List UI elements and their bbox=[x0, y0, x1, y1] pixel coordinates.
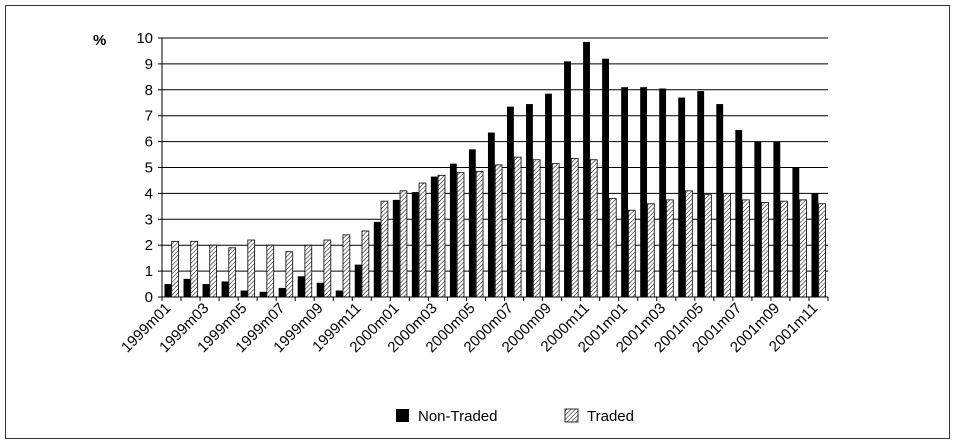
bar-traded bbox=[704, 194, 712, 298]
y-tick-label: 2 bbox=[145, 237, 153, 254]
bar-non-traded bbox=[164, 284, 172, 297]
bar-traded bbox=[247, 239, 256, 298]
bar-traded bbox=[742, 199, 750, 298]
y-tick-label: 6 bbox=[145, 134, 153, 151]
bar-traded bbox=[285, 251, 294, 298]
bar-non-traded bbox=[487, 132, 495, 297]
bar-non-traded bbox=[659, 88, 667, 297]
bar-traded bbox=[723, 192, 731, 298]
y-tick-label: 0 bbox=[145, 289, 153, 306]
bar-traded bbox=[380, 200, 389, 298]
bar-traded bbox=[361, 230, 370, 298]
bar-traded bbox=[190, 240, 198, 298]
bar-non-traded bbox=[373, 221, 381, 297]
bar-traded bbox=[608, 198, 617, 298]
bar-non-traded bbox=[640, 87, 648, 298]
bar-non-traded bbox=[735, 129, 743, 297]
bar-traded bbox=[513, 156, 522, 298]
bar-non-traded bbox=[221, 281, 229, 297]
y-tick-label: 8 bbox=[145, 82, 153, 99]
bar-traded bbox=[323, 239, 332, 298]
bar-traded bbox=[761, 202, 769, 298]
bar-non-traded bbox=[297, 276, 305, 297]
y-tick-label: 4 bbox=[145, 185, 153, 202]
bar-non-traded bbox=[754, 141, 762, 297]
bar-traded bbox=[818, 203, 826, 298]
bar-traded bbox=[570, 158, 579, 298]
bar-traded bbox=[799, 199, 807, 298]
y-unit-label: % bbox=[93, 32, 106, 49]
bar-traded bbox=[456, 172, 465, 298]
bar-traded bbox=[551, 163, 560, 298]
x-ticks: 1999m011999m031999m051999m071999m091999m… bbox=[118, 297, 829, 356]
bar-traded bbox=[209, 244, 218, 298]
bar-traded bbox=[589, 159, 598, 298]
bar-non-traded bbox=[411, 192, 419, 297]
y-tick-label: 5 bbox=[145, 160, 153, 177]
bar-non-traded bbox=[392, 199, 400, 297]
bar-non-traded bbox=[811, 193, 819, 297]
bar-non-traded bbox=[621, 87, 629, 298]
bar-traded bbox=[666, 199, 674, 298]
bar-non-traded bbox=[354, 264, 362, 297]
legend-label: Traded bbox=[587, 408, 634, 425]
bar-traded bbox=[475, 170, 484, 298]
bar-traded bbox=[532, 159, 541, 298]
bar-non-traded bbox=[602, 58, 609, 297]
bar-non-traded bbox=[716, 104, 724, 297]
y-tick-label: 10 bbox=[136, 30, 153, 47]
bar-non-traded bbox=[335, 290, 343, 297]
bar-non-traded bbox=[430, 176, 438, 297]
bar-non-traded bbox=[240, 290, 248, 297]
bar-traded bbox=[399, 190, 408, 298]
bar-traded bbox=[627, 209, 636, 298]
bar-non-traded bbox=[316, 282, 324, 297]
bar-non-traded bbox=[259, 291, 267, 297]
legend-swatch bbox=[396, 409, 409, 422]
legend: Non-Traded Traded bbox=[396, 408, 634, 425]
bar-traded bbox=[437, 174, 446, 298]
bar-traded bbox=[266, 244, 275, 298]
bar-traded bbox=[780, 200, 788, 298]
bar-non-traded bbox=[792, 167, 800, 297]
bar-non-traded bbox=[278, 287, 286, 297]
bar-non-traded bbox=[183, 278, 191, 297]
legend-swatch bbox=[564, 408, 579, 423]
bar-non-traded bbox=[449, 163, 457, 297]
bar-non-traded bbox=[678, 97, 686, 297]
bar-traded bbox=[685, 190, 693, 298]
bar-non-traded bbox=[583, 41, 590, 298]
bar-traded bbox=[171, 240, 179, 298]
y-tick-label: 9 bbox=[145, 56, 153, 73]
y-tick-label: 1 bbox=[145, 263, 153, 280]
bar-traded bbox=[228, 247, 237, 298]
legend-label: Non-Traded bbox=[418, 408, 497, 425]
bar-traded bbox=[494, 164, 503, 298]
y-tick-label: 3 bbox=[145, 211, 153, 228]
bar-non-traded bbox=[202, 284, 210, 297]
bar-traded bbox=[342, 234, 351, 298]
bar-non-traded bbox=[564, 61, 571, 298]
y-ticks: 0 1 2 3 4 5 6 7 8 9 10 bbox=[136, 30, 162, 306]
bar-traded bbox=[418, 182, 427, 298]
bar-non-traded bbox=[506, 106, 514, 297]
y-tick-label: 7 bbox=[145, 108, 153, 125]
bar-non-traded bbox=[773, 141, 781, 297]
bar-non-traded bbox=[545, 93, 552, 297]
bar-non-traded bbox=[468, 149, 476, 297]
bar-non-traded bbox=[526, 104, 533, 297]
bars bbox=[164, 41, 826, 298]
bar-non-traded bbox=[697, 91, 705, 297]
bar-traded bbox=[647, 203, 655, 298]
bar-traded bbox=[304, 244, 313, 298]
